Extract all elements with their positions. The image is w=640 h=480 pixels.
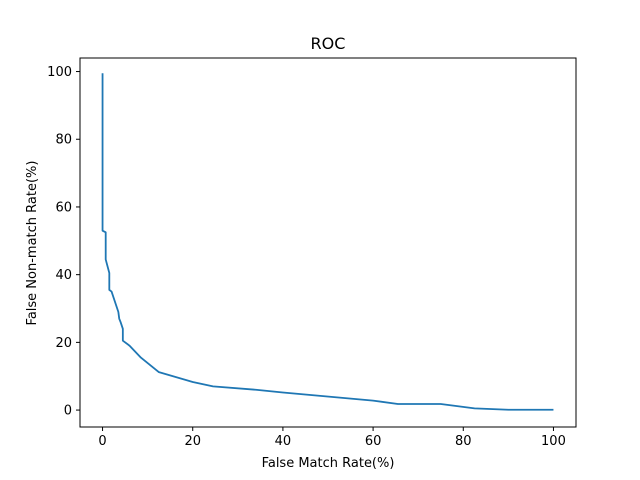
- x-tick-label: 80: [455, 434, 472, 449]
- y-tick-label: 60: [55, 200, 72, 215]
- y-tick-label: 40: [55, 268, 72, 283]
- x-axis-label: False Match Rate(%): [262, 456, 395, 471]
- y-tick-label: 80: [55, 133, 72, 148]
- plot-area: 0 20 40 60 80 100 0 20 40 60 80 100: [47, 57, 577, 449]
- x-tick-label: 40: [275, 434, 292, 449]
- x-tick-label: 100: [541, 434, 566, 449]
- y-tick-label: 100: [47, 65, 72, 80]
- x-tick-label: 0: [98, 434, 106, 449]
- x-tick-label: 60: [365, 434, 382, 449]
- plot-frame: [79, 57, 577, 428]
- series-line-0: [101, 73, 554, 411]
- y-tick-label: 0: [64, 404, 72, 419]
- x-tick-label: 20: [184, 434, 201, 449]
- chart-title: ROC: [311, 34, 346, 53]
- y-tick-label: 20: [55, 336, 72, 351]
- y-axis-label: False Non-match Rate(%): [25, 161, 40, 326]
